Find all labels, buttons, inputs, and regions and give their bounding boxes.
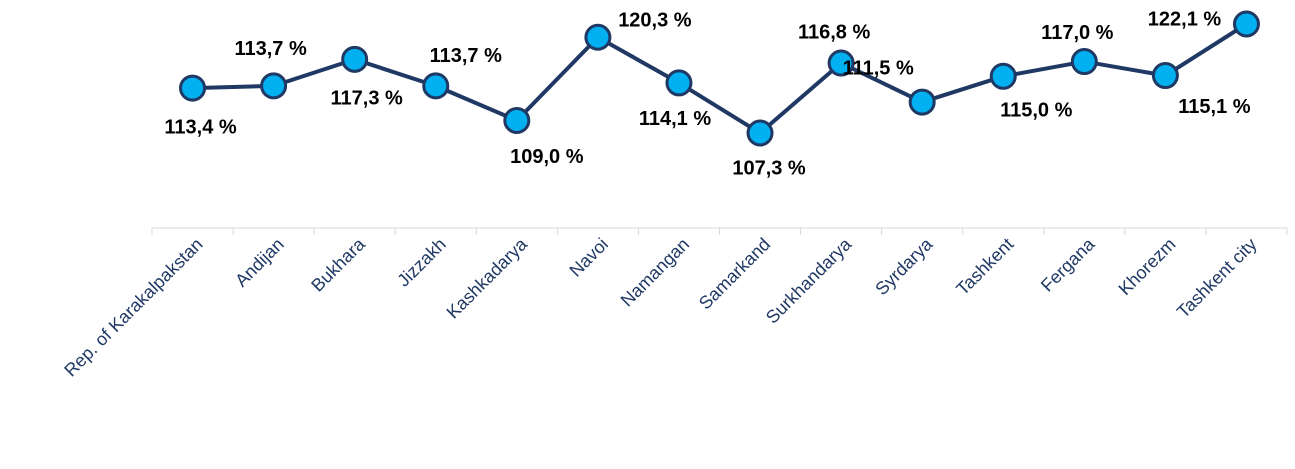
x-tick-label: Namangan <box>617 234 693 310</box>
data-point <box>422 72 450 100</box>
x-tick-label: Surkhandarya <box>762 233 856 327</box>
series-line <box>192 22 1248 135</box>
data-point <box>908 88 936 116</box>
data-label: 116,8 % <box>798 21 871 43</box>
data-label: 111,5 % <box>843 57 914 79</box>
x-tick-label: Tashkent <box>952 234 1017 299</box>
data-point <box>746 119 774 147</box>
data-point <box>665 69 693 97</box>
x-tick-label: Bukhara <box>307 233 369 295</box>
data-point <box>341 45 369 73</box>
data-label: 114,1 % <box>639 108 712 130</box>
data-label: 115,0 % <box>1000 100 1073 122</box>
data-point <box>584 23 612 51</box>
x-tick-label: Navoi <box>565 234 612 281</box>
x-tick-label: Fergana <box>1037 233 1099 295</box>
data-label: 113,7 % <box>234 38 307 60</box>
x-tick-label: Jizzakh <box>393 234 450 291</box>
data-point <box>827 49 855 77</box>
data-point <box>179 74 207 102</box>
data-label: 109,0 % <box>510 146 584 168</box>
data-point <box>989 62 1017 90</box>
x-tick-label: Andijan <box>231 234 288 291</box>
x-tick-label: Kashkadarya <box>443 233 532 322</box>
data-label: 117,3 % <box>331 88 404 110</box>
data-label: 113,7 % <box>430 45 503 67</box>
x-tick-label: Rep. of Karakalpakstan <box>60 234 206 380</box>
data-point <box>260 72 288 100</box>
data-point <box>1151 62 1179 90</box>
data-point <box>1070 48 1098 76</box>
data-point <box>1232 10 1260 38</box>
data-label: 115,1 % <box>1178 96 1251 118</box>
data-label: 120,3 % <box>618 10 692 32</box>
x-tick-label: Khorezm <box>1115 234 1180 299</box>
x-tick-label: Tashkent city <box>1173 234 1261 322</box>
data-label: 122,1 % <box>1148 8 1222 30</box>
data-label: 113,4 % <box>164 116 237 138</box>
data-point <box>503 106 531 134</box>
x-tick-label: Samarkand <box>695 234 774 313</box>
x-tick-label: Syrdarya <box>871 233 937 299</box>
data-label: 107,3 % <box>732 157 806 179</box>
data-label: 117,0 % <box>1041 22 1114 44</box>
